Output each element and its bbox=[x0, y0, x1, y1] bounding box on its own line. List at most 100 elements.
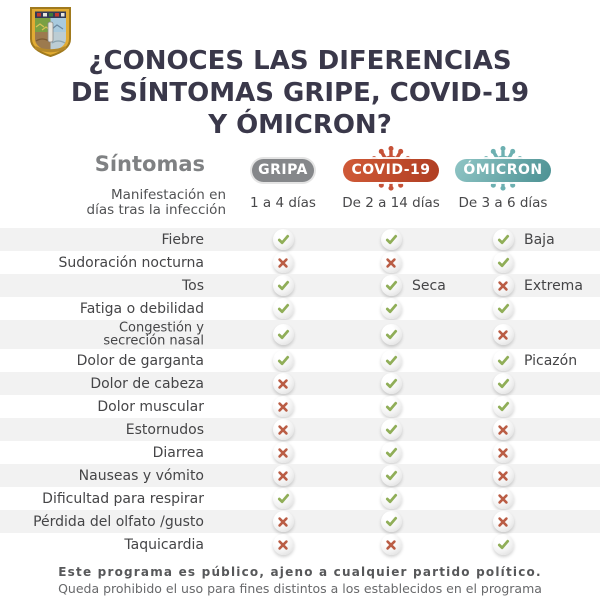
omicron-cell: Extrema bbox=[492, 274, 583, 297]
table-row: Congestión y secreción nasal bbox=[0, 320, 600, 349]
symptom-label: Dolor muscular bbox=[97, 398, 204, 415]
check-icon bbox=[380, 373, 402, 394]
symptom-label: Congestión y secreción nasal bbox=[103, 320, 204, 349]
page-title: ¿CONOCES LAS DIFERENCIAS DE SÍNTOMAS GRI… bbox=[0, 45, 600, 141]
symptoms-table: Fiebre Baja Sudoración nocturna bbox=[0, 228, 600, 556]
cross-icon bbox=[492, 442, 514, 463]
check-icon bbox=[272, 229, 294, 250]
check-icon bbox=[272, 324, 294, 345]
covid19-cell bbox=[380, 418, 402, 441]
omicron-cell bbox=[492, 441, 514, 464]
table-row: Estornudos bbox=[0, 418, 600, 441]
table-row: Sudoración nocturna bbox=[0, 251, 600, 274]
title-line-1: ¿CONOCES LAS DIFERENCIAS bbox=[88, 46, 512, 76]
table-row: Tos Seca Extrema bbox=[0, 274, 600, 297]
covid19-cell bbox=[380, 349, 402, 372]
omicron-cell bbox=[492, 251, 514, 274]
cross-icon bbox=[272, 373, 294, 394]
gripa-cell bbox=[272, 251, 294, 274]
check-icon bbox=[492, 373, 514, 394]
gripa-cell bbox=[272, 320, 294, 349]
covid19-cell bbox=[380, 441, 402, 464]
cross-icon bbox=[380, 534, 402, 555]
cross-icon bbox=[272, 511, 294, 532]
omicron-cell bbox=[492, 510, 514, 533]
omicron-cell bbox=[492, 320, 514, 349]
cross-icon bbox=[492, 488, 514, 509]
title-line-2: DE SÍNTOMAS GRIPE, COVID-19 bbox=[70, 78, 530, 108]
check-icon bbox=[492, 350, 514, 371]
check-icon bbox=[272, 298, 294, 319]
mark-note: Baja bbox=[524, 231, 555, 248]
omicron-cell bbox=[492, 487, 514, 510]
check-icon bbox=[492, 396, 514, 417]
check-icon bbox=[380, 442, 402, 463]
symptom-label: Sudoración nocturna bbox=[58, 254, 204, 271]
gripa-cell bbox=[272, 441, 294, 464]
omicron-cell: Baja bbox=[492, 228, 555, 251]
gripa-cell bbox=[272, 418, 294, 441]
check-icon bbox=[380, 465, 402, 486]
covid19-cell bbox=[380, 464, 402, 487]
omicron-cell bbox=[492, 297, 514, 320]
gripa-cell bbox=[272, 464, 294, 487]
mark-note: Picazón bbox=[524, 352, 578, 369]
symptoms-column-header: Síntomas bbox=[94, 152, 205, 176]
covid19-cell bbox=[380, 372, 402, 395]
check-icon bbox=[492, 534, 514, 555]
omicron-cell bbox=[492, 533, 514, 556]
omicron-cell bbox=[492, 372, 514, 395]
cross-icon bbox=[380, 252, 402, 273]
cross-icon bbox=[272, 252, 294, 273]
omicron-pill: ÓMICRON bbox=[455, 159, 551, 182]
symptom-label: Estornudos bbox=[125, 421, 204, 438]
mark-note: Extrema bbox=[524, 277, 583, 294]
symptom-label: Dolor de garganta bbox=[76, 352, 204, 369]
footer-disclaimer: Queda prohibido el uso para fines distin… bbox=[58, 581, 542, 596]
check-icon bbox=[380, 324, 402, 345]
check-icon bbox=[380, 396, 402, 417]
gripa-cell bbox=[272, 372, 294, 395]
covid19-cell bbox=[380, 320, 402, 349]
cross-icon bbox=[492, 465, 514, 486]
covid19-pill: COVID-19 bbox=[343, 159, 439, 182]
state-coat-of-arms-logo bbox=[30, 7, 71, 58]
gripa-cell bbox=[272, 510, 294, 533]
covid19-cell bbox=[380, 487, 402, 510]
symptom-label: Tos bbox=[181, 277, 204, 294]
gripa-cell bbox=[272, 487, 294, 510]
table-row: Taquicardia bbox=[0, 533, 600, 556]
check-icon bbox=[272, 275, 294, 296]
covid19-cell bbox=[380, 228, 402, 251]
omicron-cell bbox=[492, 395, 514, 418]
cross-icon bbox=[492, 324, 514, 345]
check-icon bbox=[380, 488, 402, 509]
table-row: Dolor muscular bbox=[0, 395, 600, 418]
gripa-cell bbox=[272, 274, 294, 297]
covid19-days: De 2 a 14 días bbox=[342, 195, 440, 211]
table-row: Fiebre Baja bbox=[0, 228, 600, 251]
table-row: Dolor de cabeza bbox=[0, 372, 600, 395]
check-icon bbox=[380, 229, 402, 250]
symptom-label: Taquicardia bbox=[124, 536, 204, 553]
symptom-label: Diarrea bbox=[152, 444, 204, 461]
column-omicron: ÓMICRON De 3 a 6 días bbox=[443, 145, 563, 219]
check-icon bbox=[272, 488, 294, 509]
check-icon bbox=[492, 229, 514, 250]
check-icon bbox=[380, 350, 402, 371]
gripa-cell bbox=[272, 297, 294, 320]
covid19-cell: Seca bbox=[380, 274, 446, 297]
omicron-cell bbox=[492, 418, 514, 441]
symptom-label: Dificultad para respirar bbox=[42, 490, 204, 507]
gripa-pill: GRIPA bbox=[252, 159, 314, 182]
cross-icon bbox=[272, 534, 294, 555]
gripa-cell bbox=[272, 349, 294, 372]
table-row: Diarrea bbox=[0, 441, 600, 464]
check-icon bbox=[380, 511, 402, 532]
omicron-days: De 3 a 6 días bbox=[458, 195, 548, 211]
table-row: Pérdida del olfato /gusto bbox=[0, 510, 600, 533]
cross-icon bbox=[492, 275, 514, 296]
symptom-label: Pérdida del olfato /gusto bbox=[33, 513, 204, 530]
symptom-label: Fatiga o debilidad bbox=[79, 300, 204, 317]
